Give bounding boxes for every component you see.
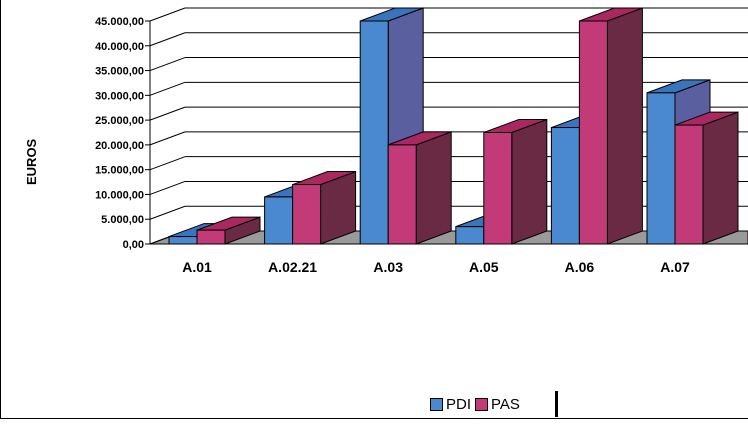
y-tick-label: 45.000,00 xyxy=(95,16,144,28)
bar-pas-a-07 xyxy=(674,124,704,245)
y-tick-label: 20.000,00 xyxy=(95,140,144,152)
x-tick-label: A.03 xyxy=(373,259,403,275)
gridline-depth xyxy=(149,7,186,22)
legend-swatch-pas xyxy=(475,397,489,411)
x-tick-label: A.02.21 xyxy=(268,259,317,275)
legend-item-pas: PAS xyxy=(475,396,520,413)
bar-pdi-a-07 xyxy=(646,92,676,245)
legend-label-pdi: PDI xyxy=(446,395,472,413)
gridline-depth xyxy=(149,81,186,96)
y-tick-label: 40.000,00 xyxy=(95,41,144,53)
y-tick-label: 0,00 xyxy=(123,239,144,251)
bar-pas-a-06 xyxy=(578,20,608,245)
y-tick-label: 5.000,00 xyxy=(101,214,144,226)
gridline-depth xyxy=(149,205,186,220)
bar-pas-a-05 xyxy=(483,132,513,245)
legend: PDI PAS xyxy=(426,391,558,417)
x-tick-label: A.01 xyxy=(182,259,212,275)
gridline-depth xyxy=(149,32,186,47)
x-tick-label: A.07 xyxy=(660,259,690,275)
bar-pas-a-03 xyxy=(387,144,417,245)
x-tick-label: A.05 xyxy=(469,259,499,275)
y-tick-label: 10.000,00 xyxy=(95,189,144,201)
gridline-depth xyxy=(149,180,186,195)
bar-pas-a-02-21 xyxy=(292,184,322,245)
gridline-depth xyxy=(149,131,186,146)
y-tick-label: 35.000,00 xyxy=(95,66,144,78)
bar-pdi-a-03 xyxy=(359,20,389,245)
bar-pas-a-01 xyxy=(196,229,226,245)
legend-label-pas: PAS xyxy=(491,395,520,413)
legend-item-pdi: PDI xyxy=(430,396,471,413)
y-tick-label: 30.000,00 xyxy=(95,90,144,102)
legend-swatch-pdi xyxy=(430,397,443,411)
gridline-depth xyxy=(149,106,186,121)
gridline-depth xyxy=(149,57,186,72)
y-axis-label: EUROS xyxy=(24,138,39,185)
x-tick-label: A.06 xyxy=(565,259,595,275)
bar-pdi-a-06 xyxy=(550,127,580,245)
y-tick-label: 25.000,00 xyxy=(95,115,144,127)
y-tick-label: 15.000,00 xyxy=(95,165,144,177)
gridline-depth xyxy=(149,156,186,171)
